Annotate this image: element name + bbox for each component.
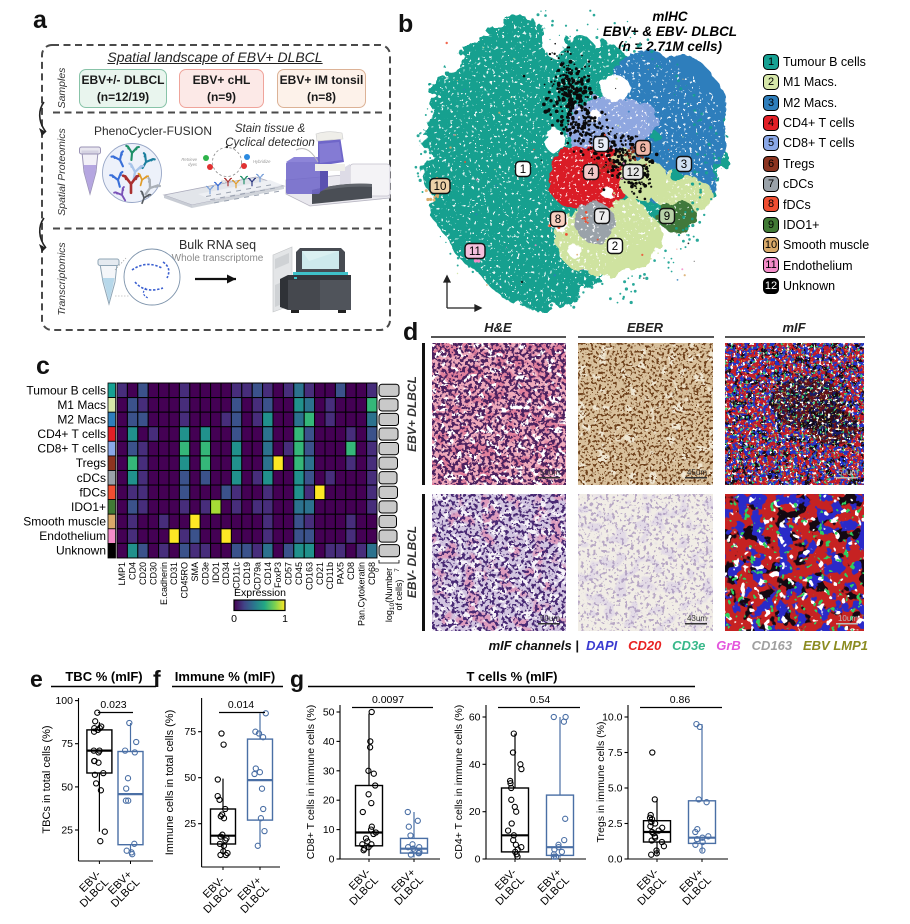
svg-text:CD68: CD68 (367, 562, 377, 585)
svg-text:SMA: SMA (190, 562, 200, 582)
svg-text:CD57: CD57 (284, 562, 294, 585)
svg-text:0.023: 0.023 (100, 699, 126, 711)
svg-text:2.5: 2.5 (608, 818, 623, 830)
svg-text:Endothelium: Endothelium (39, 529, 106, 543)
svg-text:10.0: 10.0 (602, 712, 623, 724)
svg-text:Smooth muscle: Smooth muscle (23, 515, 106, 529)
svg-text:CD14: CD14 (263, 562, 273, 585)
svg-text:7: 7 (394, 568, 401, 572)
svg-text:10: 10 (434, 181, 447, 193)
svg-text:CD163: CD163 (304, 562, 314, 590)
svg-text:CD11b: CD11b (325, 562, 335, 589)
svg-text:CD8+ T cells in immune cells (: CD8+ T cells in immune cells (%) (305, 705, 317, 860)
svg-text:50: 50 (323, 707, 335, 719)
svg-text:CD31: CD31 (169, 562, 179, 585)
svg-text:40: 40 (323, 736, 335, 748)
svg-text:CD45RO: CD45RO (180, 562, 190, 599)
svg-text:6: 6 (640, 143, 646, 155)
svg-text:50: 50 (61, 781, 73, 793)
svg-text:25: 25 (184, 818, 196, 830)
svg-text:43um: 43um (687, 614, 707, 623)
svg-text:CD79a: CD79a (252, 562, 262, 590)
svg-text:7.5: 7.5 (608, 747, 623, 759)
svg-text:20: 20 (323, 795, 335, 807)
svg-text:25: 25 (61, 825, 73, 837)
svg-text:CD30: CD30 (148, 562, 158, 585)
svg-text:CD11c: CD11c (232, 562, 242, 589)
svg-text:0.0097: 0.0097 (372, 694, 404, 706)
svg-text:CD4: CD4 (128, 562, 138, 580)
svg-text:12: 12 (627, 167, 640, 179)
svg-text:dyes: dyes (188, 162, 198, 167)
svg-text:CD4+ T cells in immune cells (: CD4+ T cells in immune cells (%) (453, 705, 465, 860)
svg-text:CD8: CD8 (346, 562, 356, 580)
svg-text:7: 7 (599, 211, 605, 223)
svg-text:CD45: CD45 (294, 562, 304, 585)
svg-text:CD3e: CD3e (200, 562, 210, 585)
svg-text:T cells % (mIF): T cells % (mIF) (466, 669, 557, 684)
svg-text:40: 40 (469, 759, 481, 771)
svg-text:Unknown: Unknown (56, 544, 106, 558)
svg-text:Tumour B cells: Tumour B cells (26, 383, 106, 397)
svg-text:Tregs in immune cells (%): Tregs in immune cells (%) (595, 722, 607, 843)
svg-text:11: 11 (469, 246, 481, 258)
svg-text:5.0: 5.0 (608, 783, 623, 795)
svg-text:10: 10 (323, 824, 335, 836)
svg-text:100: 100 (55, 695, 73, 707)
svg-text:75: 75 (184, 726, 196, 738)
svg-text:3: 3 (681, 159, 687, 171)
svg-text:20: 20 (469, 806, 481, 818)
svg-text:CD8+ T cells: CD8+ T cells (37, 442, 106, 456)
svg-text:9: 9 (664, 211, 670, 223)
svg-text:1: 1 (520, 164, 526, 176)
svg-text:0: 0 (374, 568, 381, 572)
svg-text:0: 0 (475, 854, 481, 866)
svg-text:45um: 45um (687, 468, 707, 477)
svg-text:1: 1 (282, 613, 288, 625)
svg-text:0: 0 (231, 613, 237, 625)
svg-text:50: 50 (184, 772, 196, 784)
svg-text:M2 Macs: M2 Macs (57, 413, 106, 427)
svg-text:5: 5 (598, 139, 604, 151)
svg-text:IDO1+: IDO1+ (71, 500, 106, 514)
svg-text:2: 2 (612, 241, 618, 253)
svg-text:8: 8 (555, 214, 561, 226)
svg-text:75: 75 (61, 738, 73, 750)
svg-text:50um: 50um (540, 614, 560, 623)
svg-text:Expression: Expression (234, 587, 286, 599)
svg-text:TBC % (mIF): TBC % (mIF) (65, 669, 142, 684)
svg-text:E.cadherin: E.cadherin (159, 562, 169, 605)
svg-text:10um: 10um (838, 614, 858, 623)
svg-text:Immune cells in total cells (%: Immune cells in total cells (%) (164, 710, 176, 856)
svg-text:Retrieve: Retrieve (181, 157, 197, 162)
svg-text:4: 4 (588, 167, 595, 179)
svg-text:30: 30 (323, 765, 335, 777)
svg-text:CD4+ T cells: CD4+ T cells (37, 427, 106, 441)
svg-text:60: 60 (469, 712, 481, 724)
svg-text:0.54: 0.54 (530, 694, 551, 706)
svg-text:LMP1: LMP1 (117, 562, 127, 586)
svg-text:0.014: 0.014 (228, 699, 254, 711)
svg-text:0.86: 0.86 (670, 694, 691, 706)
svg-text:FoxP3: FoxP3 (273, 562, 283, 588)
svg-text:cDCs: cDCs (77, 471, 106, 485)
svg-text:CD34: CD34 (221, 562, 231, 585)
svg-text:of cells): of cells) (394, 579, 404, 610)
svg-text:TBCs in total cells (%): TBCs in total cells (%) (41, 725, 53, 833)
svg-text:CD21: CD21 (315, 562, 325, 585)
svg-text:M1 Macs: M1 Macs (57, 398, 106, 412)
svg-text:PAX5: PAX5 (336, 562, 346, 584)
svg-text:Hybridize: Hybridize (253, 159, 271, 164)
svg-text:50um: 50um (540, 468, 560, 477)
svg-text:CD19: CD19 (242, 562, 252, 585)
svg-text:50um: 50um (838, 468, 858, 477)
svg-text:CD20: CD20 (138, 562, 148, 585)
svg-text:0.0: 0.0 (608, 854, 623, 866)
svg-text:Pan.Cytokeratin: Pan.Cytokeratin (356, 562, 366, 626)
svg-text:fDCs: fDCs (79, 485, 106, 499)
svg-text:Tregs: Tregs (76, 456, 106, 470)
svg-text:Immune % (mIF): Immune % (mIF) (175, 669, 275, 684)
svg-text:IDO1: IDO1 (211, 562, 221, 583)
svg-text:0: 0 (329, 854, 335, 866)
